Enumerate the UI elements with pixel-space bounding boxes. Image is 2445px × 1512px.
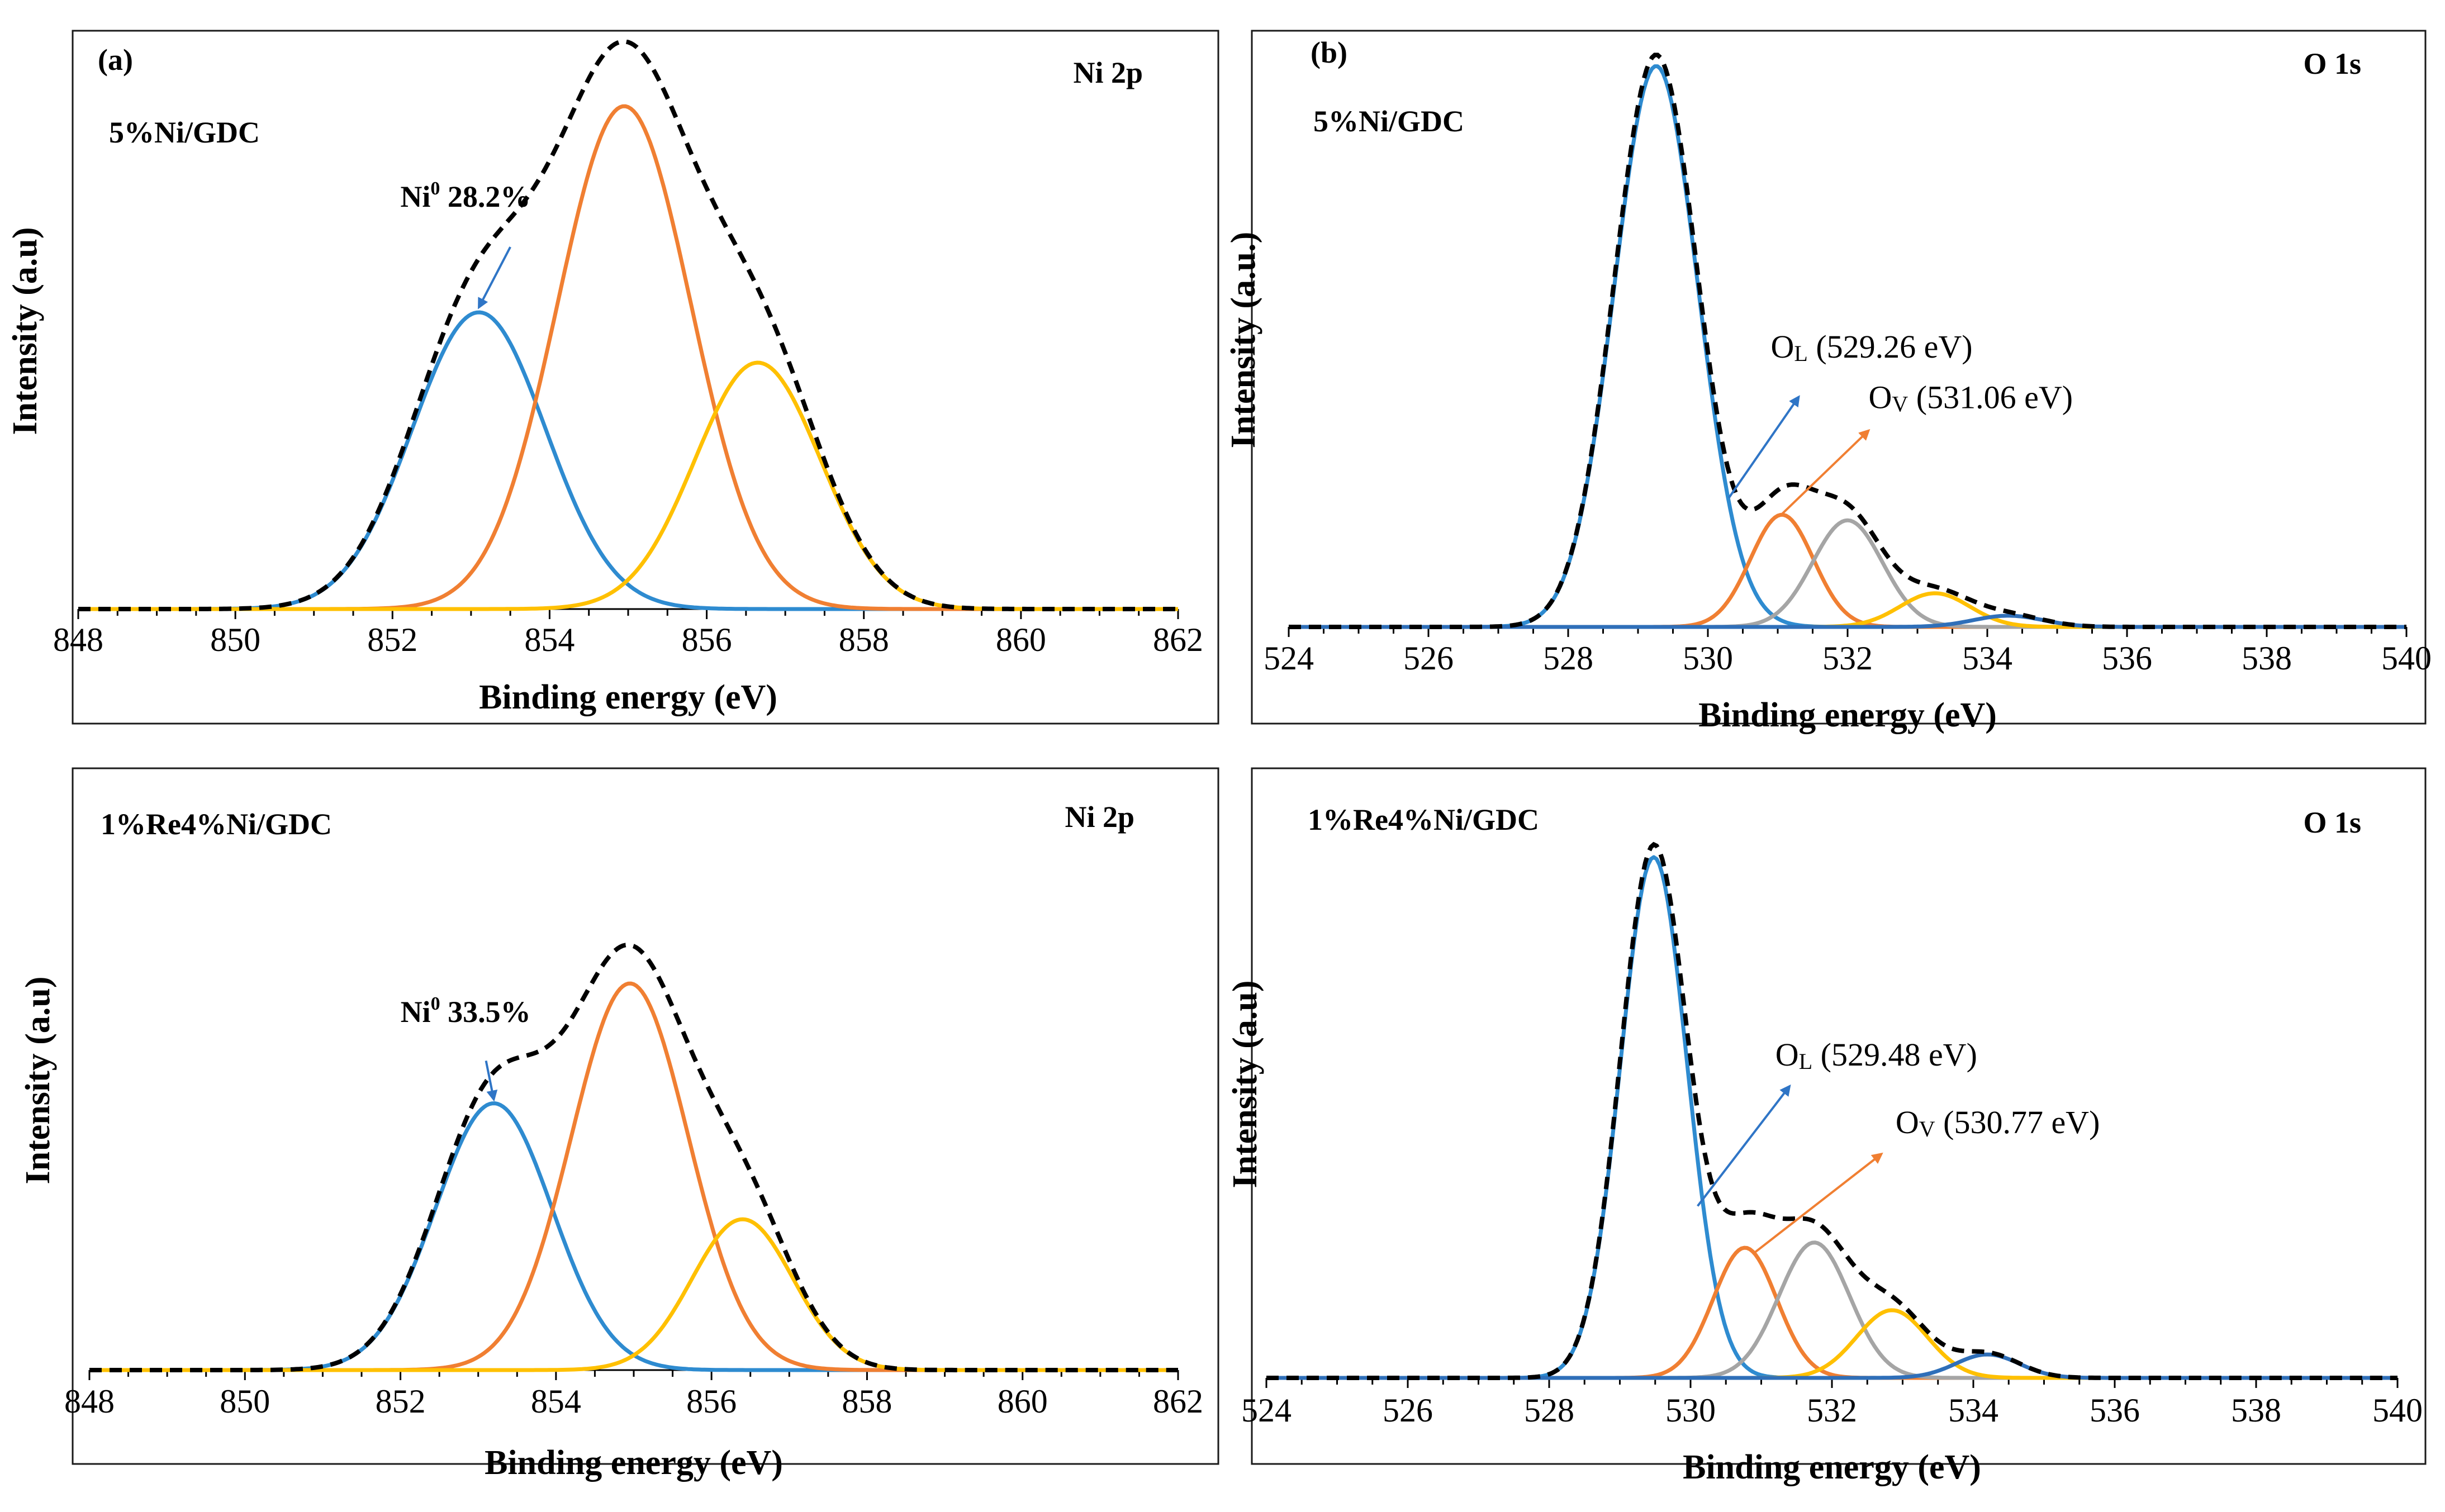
y-axis-title: Intensity (a.u.) xyxy=(1224,232,1262,449)
annotation-text: 28.2% xyxy=(440,180,530,213)
annotation-label: OV (530.77 eV) xyxy=(1896,1104,2100,1142)
panel-frame xyxy=(1251,767,2427,1465)
annotation-label: Ni0 28.2% xyxy=(400,178,530,213)
x-tick-label: 856 xyxy=(686,1383,737,1420)
chart-panel-d: 524 526 528 530 532 534 536 538 540 Binding energ… xyxy=(1226,767,2427,1486)
annotation-subscript: L xyxy=(1794,341,1807,366)
envelope-curve xyxy=(1266,841,2397,1380)
x-tick-label: 534 xyxy=(1948,1392,1998,1429)
sample-label: 1%Re4%Ni/GDC xyxy=(101,807,332,841)
x-tick-label: 526 xyxy=(1383,1392,1433,1429)
x-tick-label: 536 xyxy=(2090,1392,2140,1429)
annotation-label: OV (531.06 eV) xyxy=(1869,379,2073,416)
annotation-arrow xyxy=(1753,1152,1883,1254)
x-tick-label: 860 xyxy=(996,621,1046,658)
x-tick-label: 524 xyxy=(1264,640,1314,677)
x-tick-label: 852 xyxy=(376,1383,426,1420)
envelope-curve xyxy=(1289,53,2406,629)
chart-panel-b: 524 526 528 530 532 534 536 538 540 Binding energ… xyxy=(1224,30,2432,734)
x-tick-label: 850 xyxy=(220,1383,270,1420)
annotation-label: OL (529.26 eV) xyxy=(1771,329,1973,366)
x-tick-label: 528 xyxy=(1543,640,1593,677)
annotation-text: (531.06 eV) xyxy=(1908,379,2073,415)
x-tick-label: 854 xyxy=(531,1383,581,1420)
annotation-base: O xyxy=(1775,1036,1799,1073)
x-tick-label: 530 xyxy=(1683,640,1733,677)
envelope-curve xyxy=(89,942,1178,1372)
chart-panel-a: 848 850 852 854 856 858 860 862 Binding energy (… xyxy=(6,30,1219,725)
sample-label: 5%Ni/GDC xyxy=(1313,104,1464,138)
y-axis-title: Intensity (a.u) xyxy=(1226,980,1264,1188)
annotation-text: (529.26 eV) xyxy=(1808,329,1973,365)
x-tick-label: 858 xyxy=(839,621,889,658)
annotation-arrow xyxy=(485,1061,498,1102)
panel-frame xyxy=(1251,30,2427,725)
x-tick-label: 862 xyxy=(1153,621,1203,658)
x-tick-label: 862 xyxy=(1153,1383,1203,1420)
x-tick-label: 528 xyxy=(1524,1392,1574,1429)
annotation-text: 33.5% xyxy=(440,995,531,1029)
sample-label: 1%Re4%Ni/GDC xyxy=(1308,803,1539,836)
x-tick-label: 532 xyxy=(1807,1392,1857,1429)
x-tick-label: 540 xyxy=(2372,1392,2423,1429)
annotation-base: O xyxy=(1869,379,1892,415)
x-tick-label: 850 xyxy=(210,621,260,658)
x-tick-label: 524 xyxy=(1241,1392,1292,1429)
x-tick-label: 860 xyxy=(998,1383,1048,1420)
x-tick-label: 852 xyxy=(367,621,417,658)
panel-label: (b) xyxy=(1311,36,1347,69)
annotation-superscript: 0 xyxy=(430,178,440,199)
x-tick-label: 854 xyxy=(524,621,575,658)
spectrum-title: Ni 2p xyxy=(1073,56,1143,89)
x-tick-label: 848 xyxy=(64,1383,115,1420)
annotation-arrow xyxy=(1780,429,1870,516)
annotation-base: Ni xyxy=(401,995,431,1029)
annotation-label: OL (529.48 eV) xyxy=(1775,1036,1977,1074)
annotation-arrow xyxy=(1697,1084,1791,1207)
spectrum-title: O 1s xyxy=(2303,806,2361,839)
x-axis-title: Binding energy (eV) xyxy=(1683,1448,1981,1486)
spectrum-title: Ni 2p xyxy=(1065,800,1134,834)
annotation-base: O xyxy=(1771,329,1794,365)
annotation-subscript: V xyxy=(1919,1116,1935,1142)
x-axis-title: Binding energy (eV) xyxy=(485,1444,783,1482)
x-tick-label: 536 xyxy=(2102,640,2152,677)
annotation-text: (530.77 eV) xyxy=(1935,1104,2100,1140)
x-tick-label: 858 xyxy=(842,1383,892,1420)
y-axis-title: Intensity (a.u) xyxy=(19,976,57,1184)
annotation-label: Ni0 33.5% xyxy=(401,993,531,1029)
x-tick-label: 856 xyxy=(682,621,732,658)
chart-panel-c: 848 850 852 854 856 858 860 862 Binding energy (… xyxy=(19,767,1219,1482)
x-tick-label: 526 xyxy=(1403,640,1454,677)
annotation-subscript: V xyxy=(1892,391,1908,416)
annotation-arrow xyxy=(478,246,511,310)
x-tick-label: 848 xyxy=(53,621,103,658)
x-tick-label: 530 xyxy=(1665,1392,1716,1429)
sample-label: 5%Ni/GDC xyxy=(109,116,260,149)
annotation-base: Ni xyxy=(400,180,430,213)
x-axis-title: Binding energy (eV) xyxy=(479,678,777,716)
annotation-text: (529.48 eV) xyxy=(1812,1036,1977,1073)
x-axis-title: Binding energy (eV) xyxy=(1698,696,1997,734)
x-tick-label: 534 xyxy=(1962,640,2012,677)
x-tick-label: 538 xyxy=(2242,640,2292,677)
envelope-curve xyxy=(78,39,1178,611)
x-tick-label: 532 xyxy=(1822,640,1873,677)
annotation-arrow xyxy=(1727,395,1800,499)
y-axis-title: Intensity (a.u) xyxy=(6,227,44,435)
annotation-base: O xyxy=(1896,1104,1919,1140)
x-tick-label: 540 xyxy=(2381,640,2432,677)
annotation-superscript: 0 xyxy=(431,993,440,1014)
spectrum-title: O 1s xyxy=(2303,47,2361,80)
panel-label: (a) xyxy=(98,43,133,77)
annotation-subscript: L xyxy=(1799,1049,1812,1074)
x-tick-label: 538 xyxy=(2231,1392,2281,1429)
